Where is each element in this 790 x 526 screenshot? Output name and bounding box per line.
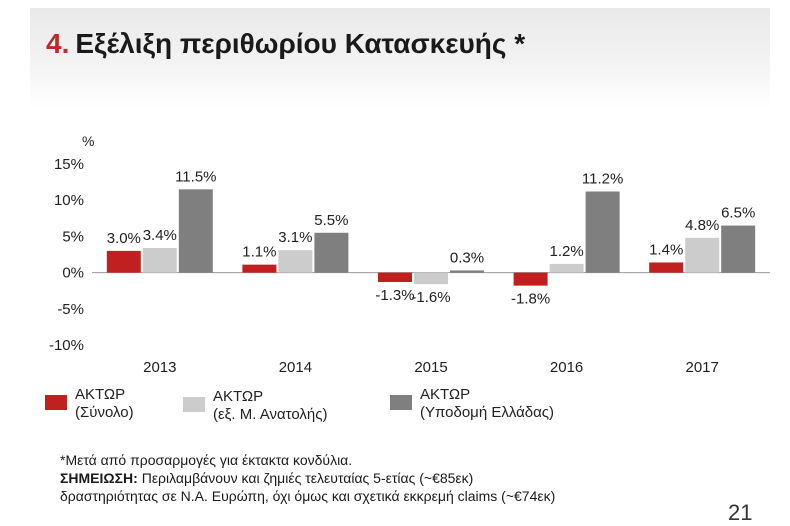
legend-item-greece-infrastructure: ΑΚΤΩΡ (Υποδομή Ελλάδας) (390, 386, 554, 422)
data-label: -1.6% (411, 289, 450, 306)
y-tick-label: -10% (49, 337, 84, 354)
data-label: 11.5% (175, 168, 216, 185)
y-tick-label: 0% (62, 265, 84, 282)
bar (278, 250, 313, 273)
legend-label-line1: ΑΚΤΩΡ (213, 388, 264, 405)
title-number: 4. (46, 28, 70, 59)
data-label: 1.1% (242, 244, 276, 261)
legend-item-total: ΑΚΤΩΡ (Σύνολο) (45, 386, 134, 422)
y-tick-label: 5% (62, 228, 84, 245)
x-tick-label: 2013 (143, 359, 176, 376)
data-label: 3.0% (107, 230, 141, 247)
legend-label-line1: ΑΚΤΩΡ (75, 386, 126, 403)
bar (685, 237, 720, 273)
note-label: ΣΗΜΕΙΩΣΗ: (60, 470, 138, 486)
data-label: -1.3% (375, 287, 414, 304)
bar (314, 232, 349, 273)
legend-item-ex-middle-east: ΑΚΤΩΡ (εξ. Μ. Ανατολής) (183, 388, 327, 424)
x-tick-label: 2015 (414, 359, 447, 376)
data-label: 6.5% (721, 205, 755, 222)
footnote-note-line: ΣΗΜΕΙΩΣΗ: Περιλαμβάνουν και ζημιές τελευ… (60, 469, 555, 487)
data-label: -1.8% (511, 291, 550, 308)
page-number: 21 (728, 500, 753, 525)
data-label: 3.4% (143, 227, 177, 244)
x-tick-label: 2017 (686, 359, 719, 376)
bar (378, 272, 412, 283)
bar (450, 270, 484, 273)
y-tick-label: 15% (54, 156, 84, 173)
legend-swatch (390, 395, 412, 410)
bar (585, 191, 620, 273)
legend-label-line1: ΑΚΤΩΡ (420, 386, 471, 403)
bar (721, 225, 756, 273)
data-label: 4.8% (685, 217, 719, 234)
bar (106, 250, 141, 273)
data-label: 0.3% (450, 249, 484, 266)
bar (549, 263, 584, 273)
y-axis-label: % (82, 133, 94, 149)
title-text: Εξέλιξη περιθωρίου Κατασκευής * (75, 28, 526, 59)
legend-swatch (183, 397, 205, 412)
bar (649, 262, 684, 273)
y-tick-label: -5% (57, 301, 84, 318)
data-label: 3.1% (278, 229, 312, 246)
footnotes: *Μετά από προσαρμογές για έκτακτα κονδύλ… (60, 451, 555, 505)
legend-label-line2: (εξ. Μ. Ανατολής) (213, 406, 328, 423)
legend-label-line2: (Σύνολο) (75, 404, 134, 421)
y-tick-label: 10% (54, 192, 84, 209)
header-band (30, 8, 770, 108)
x-tick-label: 2016 (550, 359, 583, 376)
bar (178, 189, 213, 273)
bar (142, 247, 177, 273)
slide-title: 4. Εξέλιξη περιθωρίου Κατασκευής * (46, 28, 525, 60)
legend-swatch (45, 395, 67, 410)
data-label: 1.2% (549, 243, 583, 260)
note-text: Περιλαμβάνουν και ζημιές τελευταίας 5-ετ… (137, 470, 474, 486)
data-label: 11.2% (582, 171, 623, 188)
data-label: 5.5% (314, 212, 348, 229)
bar (513, 272, 548, 286)
bar (414, 272, 448, 285)
footnote-adjustments: *Μετά από προσαρμογές για έκτακτα κονδύλ… (60, 452, 353, 468)
footnote-note-continuation: δραστηριότητας σε Ν.Α. Ευρώπη, όχι όμως … (60, 488, 556, 504)
legend-label-line2: (Υποδομή Ελλάδας) (420, 404, 555, 421)
x-tick-label: 2014 (279, 359, 312, 376)
bar (242, 264, 277, 273)
data-label: 1.4% (649, 241, 683, 258)
